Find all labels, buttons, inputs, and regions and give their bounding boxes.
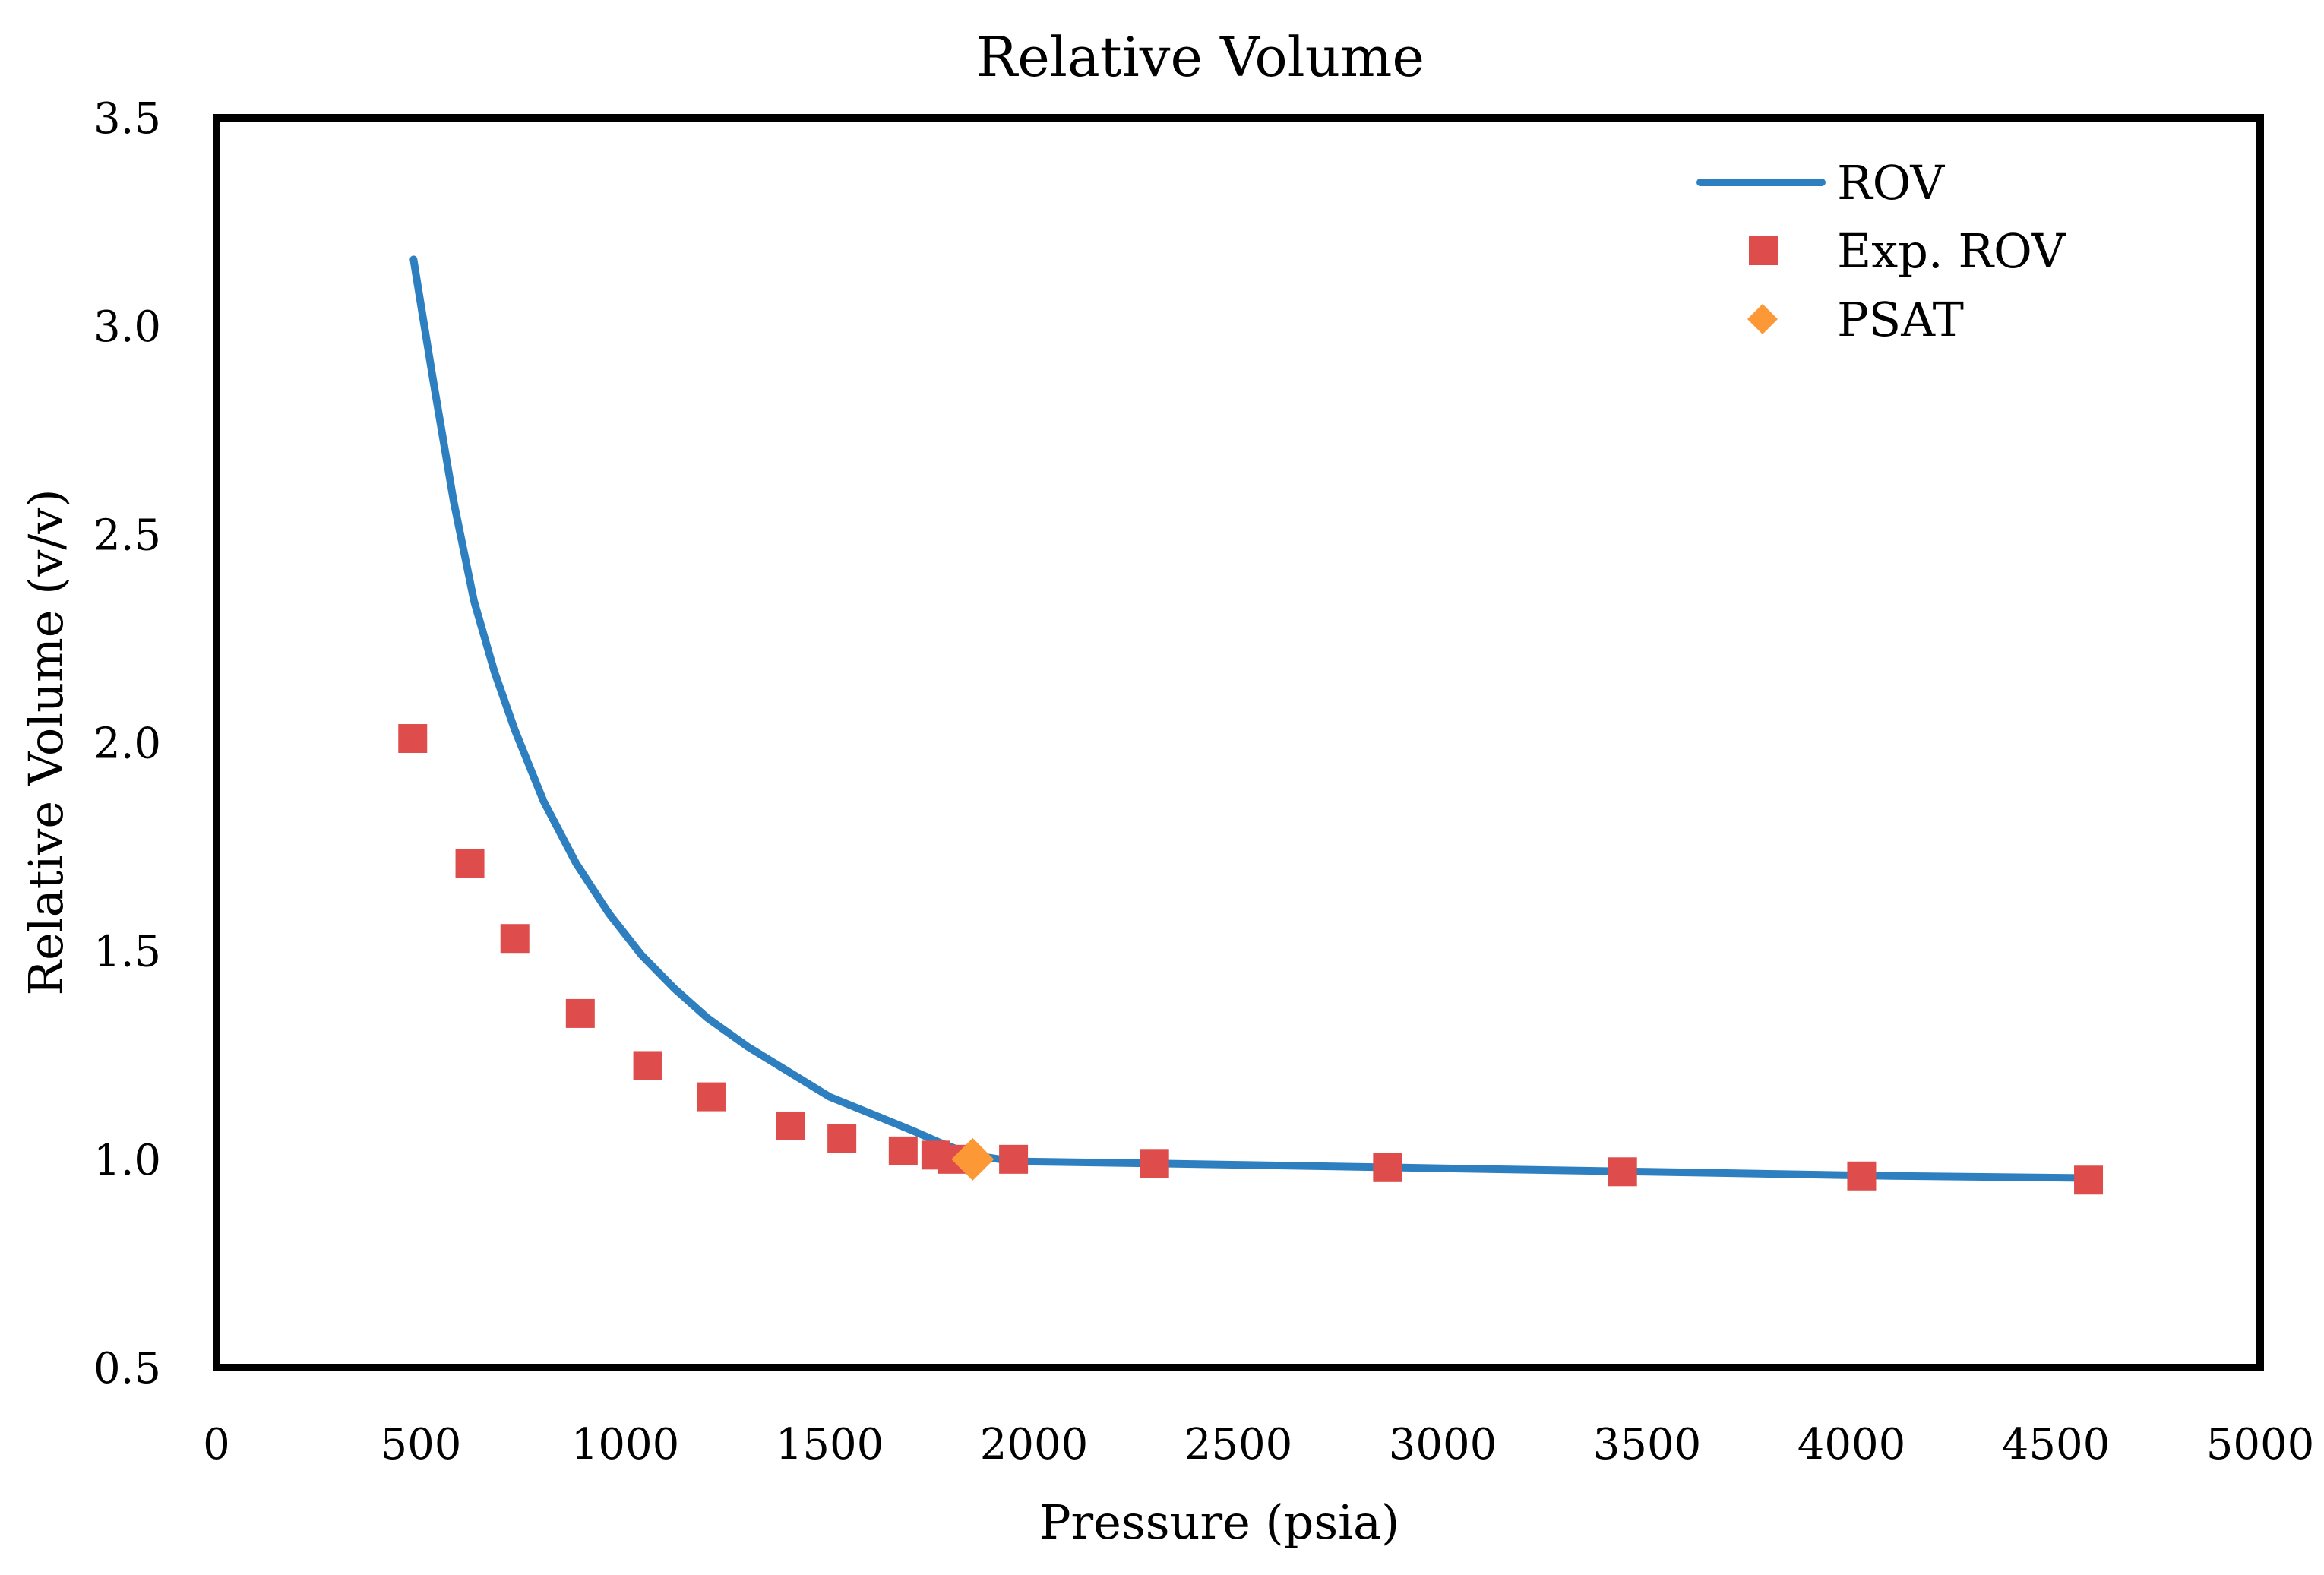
exp-rov-point	[888, 1136, 918, 1165]
x-axis-label: Pressure (psia)	[1039, 1494, 1399, 1550]
x-tick-label: 3500	[1593, 1420, 1702, 1469]
x-tick-label: 3000	[1389, 1420, 1497, 1469]
exp-rov-point	[2074, 1165, 2104, 1195]
exp-rov-point	[696, 1082, 726, 1112]
x-tick-label: 500	[381, 1420, 462, 1469]
exp-rov-point	[500, 924, 530, 954]
x-tick-label: 2500	[1184, 1420, 1293, 1469]
chart-title: Relative Volume	[976, 25, 1424, 89]
legend-item: Exp. ROV	[1749, 223, 2066, 279]
exp-rov-point	[398, 724, 428, 754]
y-tick-label: 3.5	[93, 94, 161, 144]
x-tick-label: 0	[203, 1420, 230, 1469]
y-axis-ticks: 0.5 1.0 1.5 2.0 2.5 3.0 3.5	[93, 94, 161, 1393]
legend-item: ROV	[1696, 155, 1945, 210]
legend-diamond-swatch	[1747, 304, 1778, 334]
exp-rov-point	[1847, 1161, 1877, 1191]
x-tick-label: 4500	[2002, 1420, 2111, 1469]
legend-square-swatch	[1749, 236, 1778, 265]
y-axis-label: Relative Volume (v/v)	[18, 489, 74, 995]
rov-line	[409, 255, 2093, 1182]
legend-label: PSAT	[1837, 292, 1964, 347]
y-tick-label: 2.0	[93, 720, 161, 769]
x-axis-ticks: 0 500 1000 1500 2000 2500 3000 3500 4000 4500 5000	[203, 1420, 2314, 1469]
exp-rov-point	[999, 1144, 1029, 1174]
exp-rov-point	[455, 849, 485, 878]
exp-rov-point	[565, 998, 595, 1028]
legend-label: ROV	[1837, 155, 1945, 210]
x-tick-label: 5000	[2206, 1420, 2315, 1469]
y-tick-label: 1.5	[93, 928, 161, 977]
plot-area	[398, 255, 2104, 1195]
exp-rov-point	[827, 1124, 857, 1153]
legend-label: Exp. ROV	[1837, 223, 2066, 279]
exp-rov-point	[1373, 1153, 1402, 1182]
x-tick-label: 1000	[571, 1420, 680, 1469]
y-tick-label: 3.0	[93, 302, 161, 352]
exp-rov-point	[1608, 1157, 1637, 1187]
y-tick-label: 0.5	[93, 1344, 161, 1393]
legend: ROV Exp. ROV PSAT	[1696, 155, 2066, 347]
y-tick-label: 2.5	[93, 511, 161, 560]
x-tick-label: 2000	[980, 1420, 1089, 1469]
exp-rov-point	[1140, 1149, 1169, 1178]
x-tick-label: 4000	[1798, 1420, 1906, 1469]
y-tick-label: 1.0	[93, 1136, 161, 1185]
exp-rov-point	[776, 1111, 805, 1140]
psat-point	[951, 1137, 994, 1181]
legend-item: PSAT	[1747, 292, 1964, 347]
exp-rov-point	[633, 1051, 662, 1080]
plot-frame	[213, 114, 2264, 1371]
x-tick-label: 1500	[776, 1420, 884, 1469]
